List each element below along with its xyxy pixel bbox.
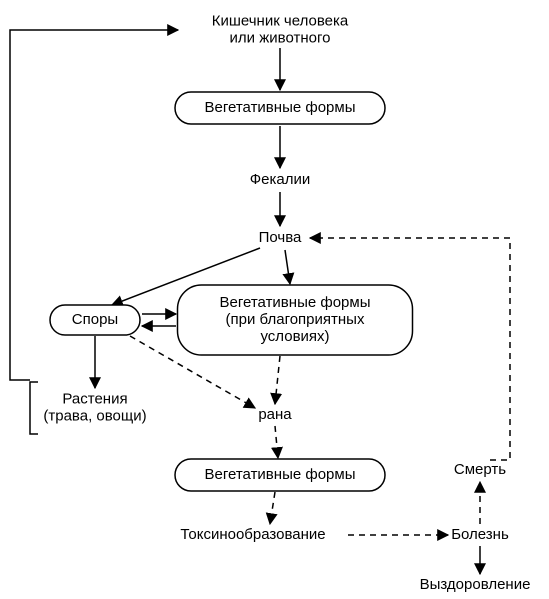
node-death: Смерть [454,461,506,478]
node-label-plants-1: (трава, овощи) [43,407,146,424]
node-label-disease-0: Болезнь [451,526,509,543]
node-wound: рана [258,406,292,423]
edge-plants-intestine [10,30,178,434]
node-feces: Фекалии [250,171,311,188]
edge-path-9 [275,426,278,458]
node-toxin: Токсинообразование [180,526,325,543]
node-label-veg2-1: (при благоприятных [226,311,365,328]
edge-spores-veg2 [142,314,176,326]
edge-path-8 [275,356,280,404]
node-label-intestine-0: Кишечник человека [212,12,349,29]
edge-veg3-toxin [270,492,275,524]
node-spores: Споры [50,305,140,335]
flowchart-canvas: Кишечник человекаили животного Вегетативн… [0,0,549,599]
node-plants: Растения(трава, овощи) [43,390,146,424]
node-label-veg1-0: Вегетативные формы [205,99,356,116]
node-label-wound-0: рана [258,406,292,423]
node-label-veg2-0: Вегетативные формы [220,294,371,311]
edge-veg2-wound [275,356,280,404]
node-recovery: Выздоровление [420,576,531,593]
edge-soil-veg2 [285,250,290,284]
node-disease: Болезнь [451,526,509,543]
node-veg1: Вегетативные формы [175,92,385,124]
node-label-toxin-0: Токсинообразование [180,526,325,543]
node-label-spores-0: Споры [72,311,118,328]
bracket-plants [30,382,38,434]
node-label-veg3-0: Вегетативные формы [205,466,356,483]
edge-path-10 [270,492,275,524]
node-label-plants-0: Растения [62,390,127,407]
node-veg3: Вегетативные формы [175,459,385,491]
node-soil: Почва [259,229,302,246]
node-intestine: Кишечник человекаили животного [212,12,349,46]
node-label-recovery-0: Выздоровление [420,576,531,593]
node-label-soil-0: Почва [259,229,302,246]
node-label-death-0: Смерть [454,461,506,478]
node-label-intestine-1: или животного [230,29,331,46]
node-veg2: Вегетативные формы(при благоприятныхусло… [178,285,413,355]
edge-wound-veg3 [275,426,278,458]
node-label-veg2-2: условиях) [260,328,329,345]
node-label-feces-0: Фекалии [250,171,311,188]
edge-path-4 [285,250,290,284]
